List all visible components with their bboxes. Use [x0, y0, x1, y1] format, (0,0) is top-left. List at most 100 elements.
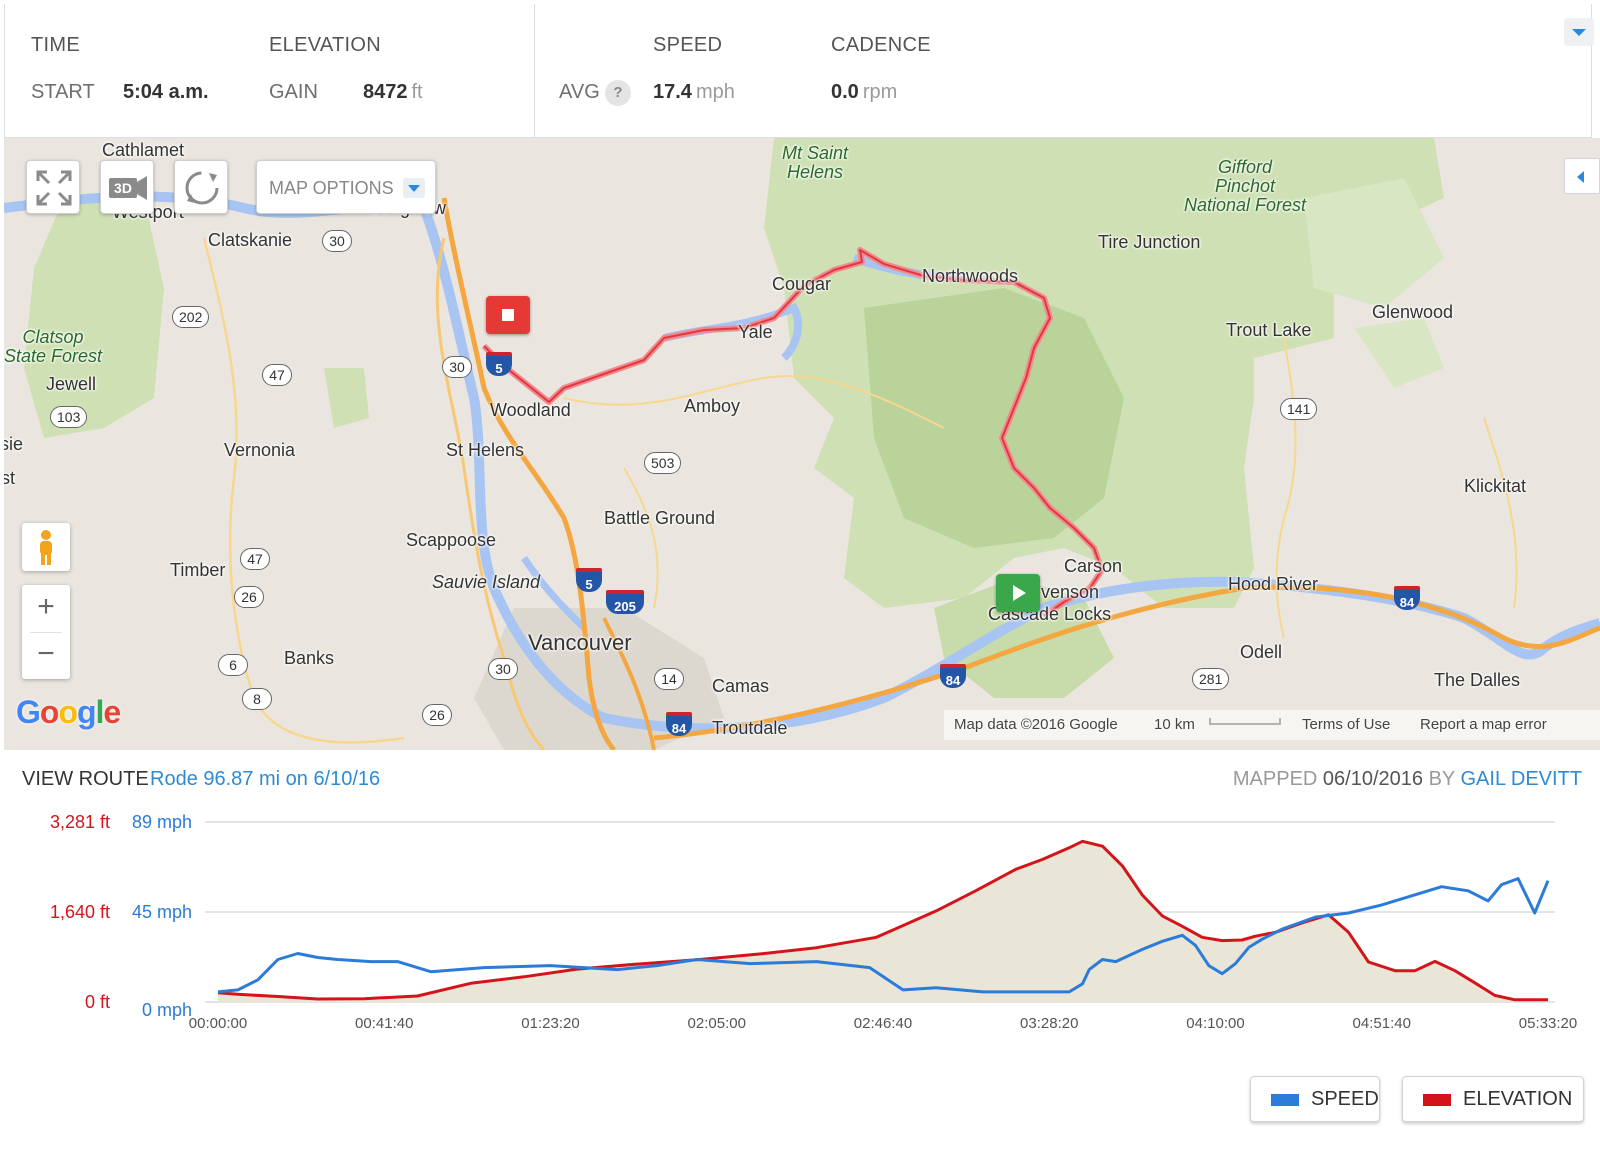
y-left-tick-label: 1,640 ft [50, 902, 110, 922]
place-timber: Timber [170, 560, 226, 580]
place-the-dalles: The Dalles [1434, 670, 1521, 690]
place-battle-ground: Battle Ground [604, 508, 716, 528]
route-end-marker[interactable] [486, 296, 530, 334]
elevation-speed-chart[interactable]: 0 ft 0 mph 1,640 ft 45 mph 3,281 ft 89 mph 00… [0, 800, 1600, 1060]
play-icon [1013, 585, 1026, 601]
route-shield: 47 [262, 364, 292, 386]
place-sauvie-island: Sauvie Island [432, 572, 541, 592]
elevation-gain: 8472 ft [363, 81, 423, 104]
place-gifford-pinchot: Gifford Pinchot National Forest [1184, 157, 1307, 215]
cadence-avg-value: 0.0 [831, 81, 859, 103]
chevron-down-icon [1572, 29, 1586, 36]
legend-elevation-label: ELEVATION [1463, 1088, 1573, 1110]
y-right-tick-label: 0 mph [142, 1000, 192, 1020]
place-hood-river: Hood River [1228, 574, 1319, 594]
x-tick-label: 02:46:40 [854, 1015, 912, 1032]
legend-speed-label: SPEED [1311, 1088, 1379, 1110]
legend-elevation-toggle[interactable]: ELEVATION [1402, 1076, 1584, 1122]
place-mt-saint-helens: Mt Saint Helens [782, 143, 849, 182]
place-mist: Mist [4, 468, 15, 488]
cadence-header: CADENCE [831, 34, 931, 56]
place-scappoose: Scappoose [406, 530, 497, 550]
route-shield: 26 [422, 704, 452, 726]
route-shield: 30 [322, 230, 352, 252]
state-road [1275, 337, 1297, 639]
fullscreen-button[interactable] [26, 160, 80, 214]
place-amboy: Amboy [684, 396, 741, 416]
place-banks: Banks [284, 648, 335, 668]
google-logo-letter: G [16, 694, 41, 730]
zoom-separator [30, 632, 62, 633]
speed-line [217, 877, 1550, 994]
interstate-shield: 5 [576, 568, 602, 592]
stats-panel: TIME START 5:04 a.m. ELEVATION GAIN 8472… [4, 4, 1594, 138]
us30-highway [435, 237, 546, 750]
chart-y-axis-labels: 0 ft 0 mph 1,640 ft 45 mph 3,281 ft 89 mph [50, 812, 192, 1020]
route-shield: 8 [242, 688, 272, 710]
interstate-shield: 84 [1394, 586, 1420, 610]
place-yale: Yale [738, 322, 773, 342]
place-camas: Camas [712, 676, 770, 696]
stats-divider [534, 4, 535, 138]
zoom-in-button[interactable]: + [37, 590, 55, 623]
i205-highway [602, 617, 656, 750]
y-right-tick-label: 45 mph [132, 902, 192, 922]
cadence-avg: 0.0 rpm [831, 81, 897, 104]
side-panel-toggle-button[interactable] [1564, 158, 1600, 194]
ride-route-line-core [483, 249, 1103, 617]
place-glenwood: Glenwood [1372, 302, 1454, 322]
forest-area [24, 198, 164, 438]
mapped-label: MAPPED [1232, 768, 1318, 790]
y-right-tick-label: 89 mph [132, 812, 192, 832]
mapped-by-label: BY [1428, 768, 1455, 790]
zoom-out-button[interactable]: − [37, 637, 55, 670]
cadence-avg-unit: rpm [862, 81, 898, 103]
route-start-marker[interactable] [996, 574, 1040, 612]
report-map-error-link[interactable]: Report a map error [1420, 716, 1547, 733]
route-shield: 30 [488, 658, 518, 680]
x-tick-label: 00:41:40 [355, 1015, 413, 1032]
place-troutdale: Troutdale [712, 718, 788, 738]
elevation-area [218, 841, 1548, 1002]
google-logo-letter: e [103, 694, 121, 730]
route-map[interactable]: Cathlamet Westport Longview Clatskanie M… [4, 138, 1600, 750]
place-st-helens: St Helens [446, 440, 525, 460]
route-shield: 26 [234, 586, 264, 608]
time-start-value: 5:04 a.m. [123, 81, 209, 103]
rotate-icon [185, 171, 219, 205]
map-footer-background [944, 710, 1600, 740]
speed-avg-value: 17.4 [653, 81, 692, 103]
google-logo-letter: o [39, 694, 60, 730]
map-data-attribution: Map data ©2016 Google [954, 716, 1118, 733]
street-view-pegman-button[interactable] [22, 523, 70, 571]
time-header: TIME [31, 34, 80, 56]
route-description-link[interactable]: Rode 96.87 mi on 6/10/16 [150, 768, 381, 790]
toggle-3d-button[interactable]: 3D [100, 160, 154, 214]
place-clatsop-forest: Clatsop State Forest [4, 327, 103, 366]
legend-speed-toggle[interactable]: SPEED [1250, 1076, 1380, 1122]
route-shield: 202 [172, 306, 210, 328]
avg-help-icon[interactable]: ? [605, 80, 631, 106]
rotate-view-button[interactable] [174, 160, 228, 214]
elevation-header: ELEVATION [269, 34, 381, 56]
pegman-icon [40, 530, 52, 565]
state-road [623, 467, 659, 609]
forest-area [324, 368, 369, 428]
forest-area [1354, 318, 1444, 388]
map-options-dropdown[interactable]: MAP OPTIONS [256, 160, 436, 214]
mapped-by-user-link[interactable]: GAIL DEVITT [1460, 768, 1582, 790]
place-jewell: Jewell [46, 374, 97, 394]
place-cougar: Cougar [772, 274, 832, 294]
route-shield: 503 [644, 452, 682, 474]
place-clatskanie: Clatskanie [208, 230, 293, 250]
x-tick-label: 02:05:00 [688, 1015, 746, 1032]
urban-area [474, 608, 724, 750]
place-vancouver: Vancouver [528, 630, 632, 655]
x-tick-label: 04:51:40 [1353, 1015, 1411, 1032]
elevation-gain-value: 8472 [363, 81, 408, 103]
terms-of-use-link[interactable]: Terms of Use [1302, 716, 1391, 733]
place-tire-junction: Tire Junction [1098, 232, 1201, 252]
time-start-label: START [31, 81, 95, 103]
google-logo[interactable]: Google [16, 694, 121, 731]
stats-collapse-button[interactable] [1564, 18, 1594, 46]
